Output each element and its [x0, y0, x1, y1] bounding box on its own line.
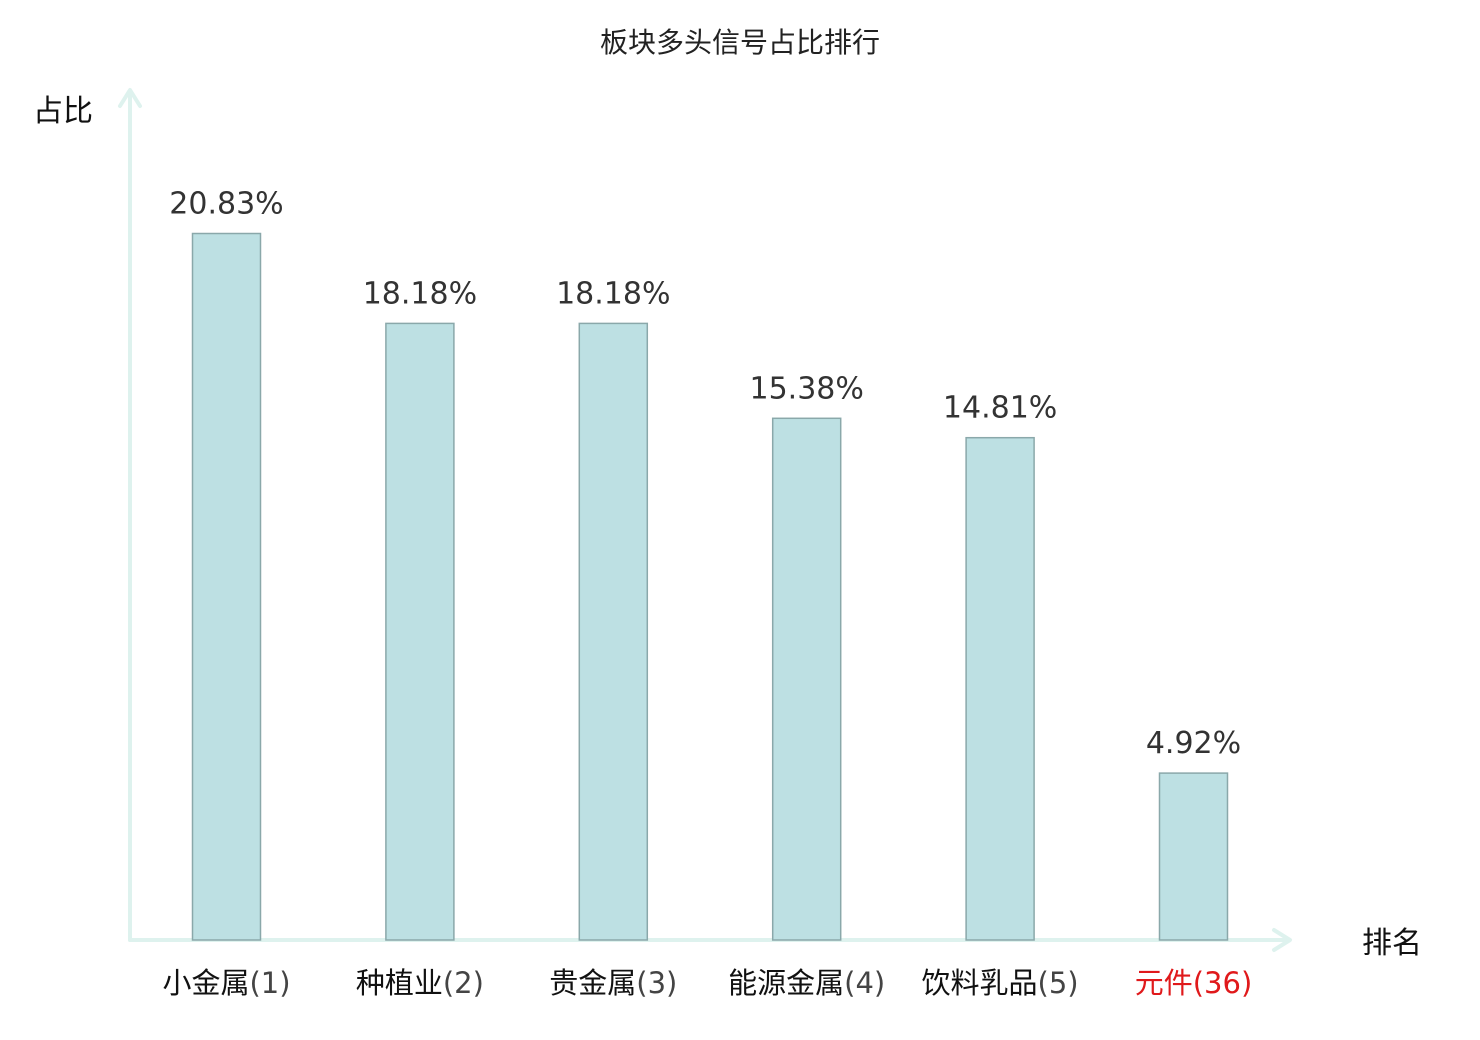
data-label: 14.81% — [943, 391, 1057, 426]
value-labels-group: 20.83% 18.18% 18.18% 15.38% 14.81% 4.92% — [169, 187, 1241, 762]
tick-label-rank: (4) — [844, 966, 885, 1000]
axes — [118, 88, 1292, 952]
data-label: 15.38% — [750, 371, 864, 406]
tick-label-rank: (2) — [443, 966, 484, 1000]
bars-group — [191, 232, 1229, 941]
tick-label-name: 小金属 — [162, 966, 249, 1000]
tick-label-name: 贵金属 — [549, 966, 636, 1000]
tick-label-rank: (36) — [1193, 966, 1253, 1000]
x-tick-labels-group: 小金属(1) 种植业(2) 贵金属(3) 能源金属(4) 饮料乳品(5) 元件(36) — [162, 966, 1252, 1000]
tick-label-name: 能源金属 — [728, 966, 844, 1000]
data-label: 20.83% — [169, 187, 283, 222]
x-axis-label: 排名 — [1362, 926, 1422, 961]
tick-label-name: 种植业 — [356, 966, 443, 1000]
x-tick-label: 种植业(2) — [356, 966, 484, 1000]
tick-label-rank: (1) — [249, 966, 290, 1000]
x-tick-label: 贵金属(3) — [549, 966, 677, 1000]
y-axis-arrow — [118, 88, 142, 108]
x-tick-label: 元件(36) — [1135, 966, 1253, 1000]
bar — [1158, 772, 1229, 941]
bar — [578, 322, 649, 941]
tick-label-name: 饮料乳品 — [922, 966, 1038, 1000]
x-tick-label: 能源金属(4) — [728, 966, 885, 1000]
data-label: 18.18% — [363, 276, 477, 311]
tick-label-name: 元件 — [1135, 966, 1193, 1000]
bar — [771, 417, 842, 941]
x-tick-label: 小金属(1) — [162, 966, 290, 1000]
x-tick-label: 饮料乳品(5) — [922, 966, 1079, 1000]
x-axis-arrow — [1272, 928, 1292, 952]
data-label: 18.18% — [556, 276, 670, 311]
bar — [965, 436, 1035, 941]
tick-label-rank: (3) — [636, 966, 677, 1000]
chart-title: 板块多头信号占比排行 — [600, 26, 880, 59]
data-label: 4.92% — [1146, 726, 1241, 761]
tick-label-rank: (5) — [1038, 966, 1079, 1000]
bar — [191, 232, 262, 941]
y-axis-label: 占比 — [33, 94, 93, 129]
bar — [385, 322, 455, 941]
